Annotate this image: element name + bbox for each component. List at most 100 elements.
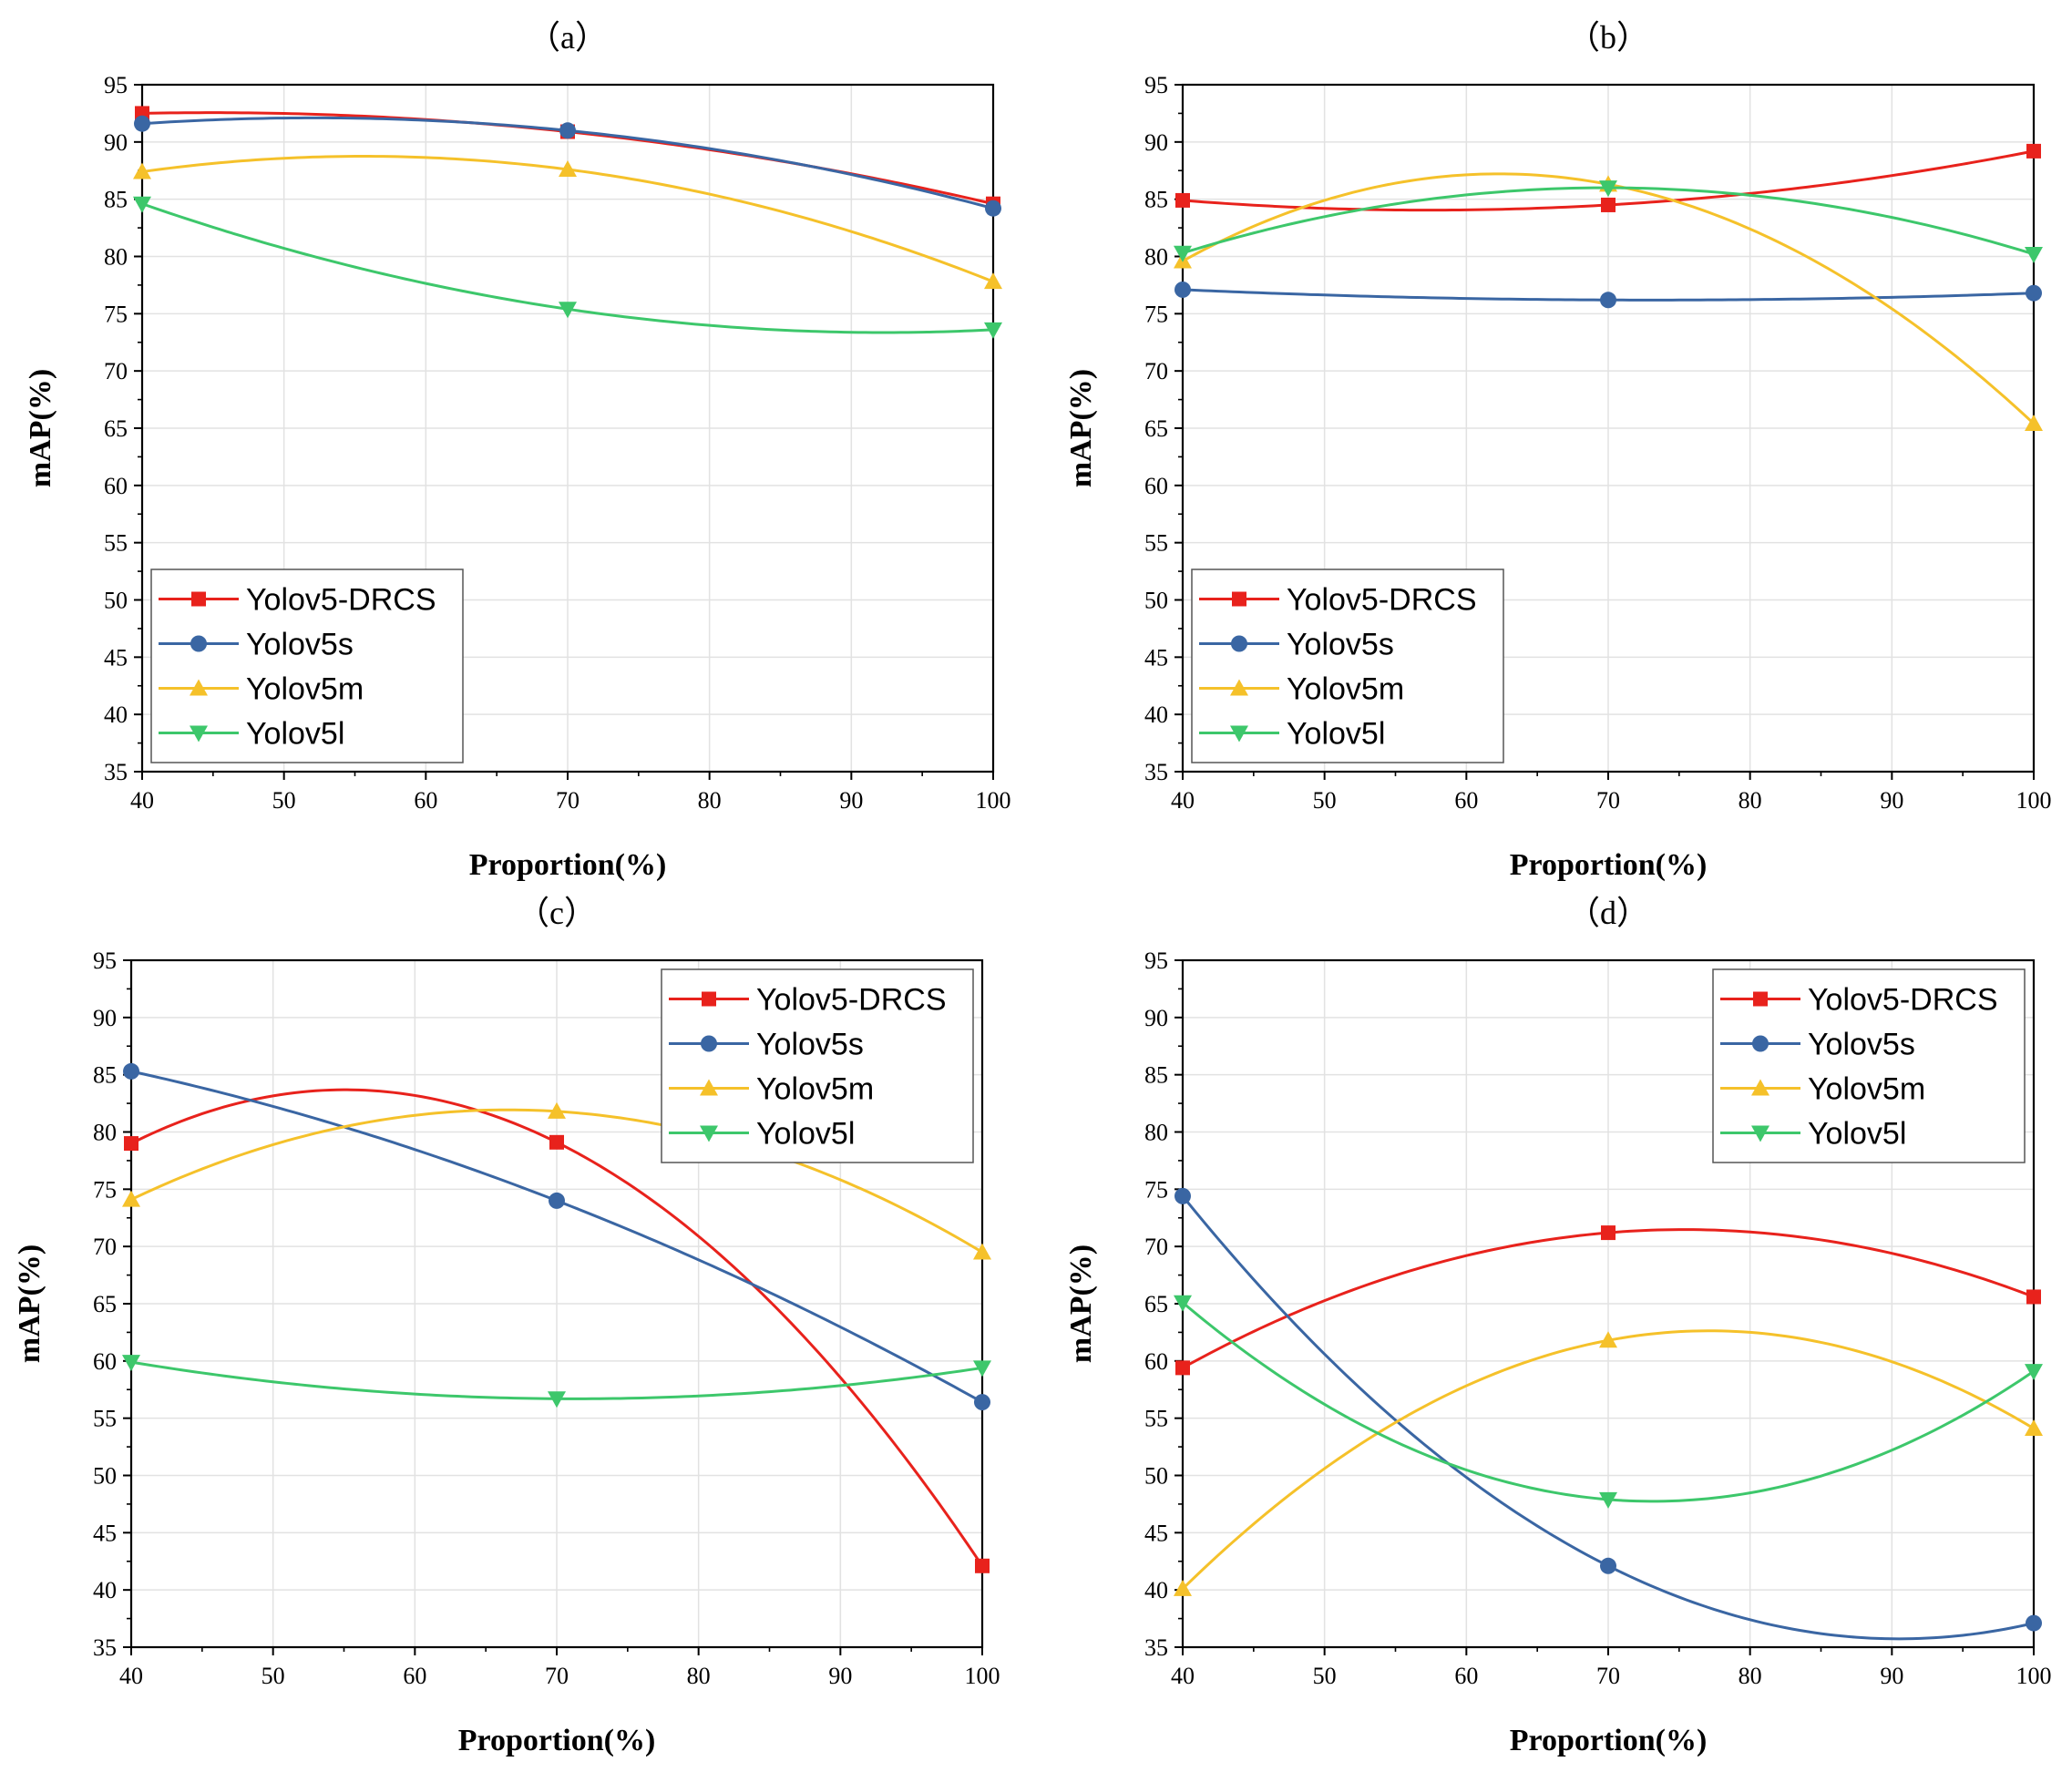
legend-label: Yolov5l	[756, 1117, 855, 1152]
data-point	[559, 159, 577, 177]
legend-marker	[1231, 635, 1247, 652]
legend-marker	[701, 1035, 717, 1052]
legend-label: Yolov5-DRCS	[1287, 583, 1477, 618]
data-point	[549, 1134, 564, 1150]
y-tick-label: 40	[104, 702, 128, 728]
series-yolov5l	[1174, 1295, 2043, 1509]
x-tick-label: 80	[687, 1663, 711, 1689]
legend-item: Yolov5-DRCS	[669, 983, 947, 1018]
y-tick-label: 85	[93, 1062, 117, 1089]
legend-item: Yolov5s	[1720, 1028, 1915, 1062]
series-yolov5-drcs	[1175, 143, 2041, 212]
legend-item: Yolov5s	[1199, 628, 1394, 662]
data-point	[1175, 192, 1190, 208]
y-tick-label: 65	[93, 1291, 117, 1317]
data-point	[2026, 1614, 2042, 1632]
legend-marker	[190, 635, 207, 652]
y-tick-label: 50	[93, 1463, 117, 1490]
x-tick-label: 50	[272, 787, 296, 814]
legend-label: Yolov5m	[756, 1072, 874, 1107]
x-tick-label: 90	[839, 787, 863, 814]
chart-panel-c: 40 50 60 70 80 90 1003540455055606570758085909…	[13, 895, 1000, 1757]
legend-item: Yolov5s	[669, 1028, 864, 1062]
x-tick-label: 50	[262, 1663, 285, 1689]
y-tick-label: 60	[104, 473, 128, 499]
y-tick-label: 65	[104, 415, 128, 442]
y-tick-label: 70	[1144, 1234, 1168, 1260]
data-point	[133, 162, 151, 179]
data-point	[1175, 1360, 1190, 1376]
series-yolov5s	[1174, 1187, 2042, 1641]
data-point	[122, 1355, 140, 1372]
y-tick-label: 70	[1144, 358, 1168, 384]
data-point	[2026, 143, 2041, 159]
x-tick-label: 90	[1880, 1663, 1903, 1689]
data-point	[1599, 1331, 1617, 1348]
legend-label: Yolov5m	[1287, 672, 1404, 707]
legend-label: Yolov5l	[1287, 717, 1385, 752]
y-tick-label: 65	[1144, 1291, 1168, 1317]
y-tick-label: 40	[1144, 702, 1168, 728]
legend-item: Yolov5s	[159, 628, 354, 662]
y-tick-label: 90	[93, 1005, 117, 1031]
y-axis-label: mAP(%)	[1064, 369, 1098, 487]
legend-marker	[702, 991, 716, 1007]
data-point	[1601, 1225, 1616, 1241]
y-tick-label: 45	[93, 1520, 117, 1546]
data-point	[2025, 1364, 2043, 1381]
panel-title: （b）	[1567, 19, 1649, 56]
y-tick-label: 80	[104, 244, 128, 271]
data-point	[974, 1394, 990, 1411]
legend-item: Yolov5m	[669, 1072, 874, 1107]
data-point	[985, 200, 1001, 217]
y-tick-label: 40	[93, 1577, 117, 1603]
y-tick-label: 35	[1144, 759, 1168, 785]
y-tick-label: 85	[1144, 1062, 1168, 1089]
y-tick-label: 65	[1144, 415, 1168, 442]
data-point	[559, 302, 577, 319]
data-point	[973, 1243, 991, 1260]
chart-panel-d: 40 50 60 70 80 90 1003540455055606570758085909…	[1064, 895, 2052, 1757]
x-tick-label: 90	[828, 1663, 852, 1689]
y-tick-label: 50	[1144, 1463, 1168, 1490]
y-tick-label: 95	[104, 72, 128, 98]
y-tick-label: 70	[104, 358, 128, 384]
y-tick-label: 80	[1144, 244, 1168, 271]
x-tick-label: 40	[1171, 1663, 1195, 1689]
series-yolov5l	[122, 1355, 991, 1408]
x-tick-label: 40	[119, 1663, 143, 1689]
data-point	[1601, 197, 1616, 212]
y-tick-label: 55	[1144, 1406, 1168, 1432]
x-tick-label: 70	[1596, 787, 1620, 814]
y-tick-label: 55	[1144, 530, 1168, 557]
data-point	[123, 1062, 139, 1080]
x-tick-label: 60	[403, 1663, 426, 1689]
legend-marker	[1232, 591, 1246, 607]
x-tick-label: 100	[976, 787, 1011, 814]
legend-label: Yolov5s	[246, 628, 354, 662]
legend-item: Yolov5-DRCS	[159, 583, 436, 618]
legend: Yolov5-DRCS Yolov5s Yolov5m Yolov5l	[150, 568, 464, 763]
legend-item: Yolov5l	[1720, 1117, 1906, 1152]
legend-item: Yolov5-DRCS	[1720, 983, 1998, 1018]
x-tick-label: 70	[1596, 1663, 1620, 1689]
y-tick-label: 75	[1144, 1176, 1168, 1203]
x-tick-label: 50	[1313, 787, 1337, 814]
y-tick-label: 45	[1144, 644, 1168, 671]
series-yolov5m	[1174, 1329, 2043, 1596]
legend-label: Yolov5s	[756, 1028, 864, 1062]
data-point	[548, 1391, 566, 1408]
y-tick-label: 60	[1144, 473, 1168, 499]
data-point	[122, 1190, 140, 1207]
series-yolov5l	[1174, 180, 2043, 263]
legend-marker	[190, 679, 208, 696]
x-axis-label: Proportion(%)	[1510, 1724, 1708, 1757]
chart-panel-b: 40 50 60 70 80 90 1003540455055606570758085909…	[1064, 19, 2052, 882]
legend-label: Yolov5l	[1808, 1117, 1906, 1152]
x-tick-label: 40	[130, 787, 154, 814]
legend-marker	[1230, 679, 1248, 696]
panel-title: （c）	[517, 895, 597, 931]
data-point	[984, 272, 1002, 290]
